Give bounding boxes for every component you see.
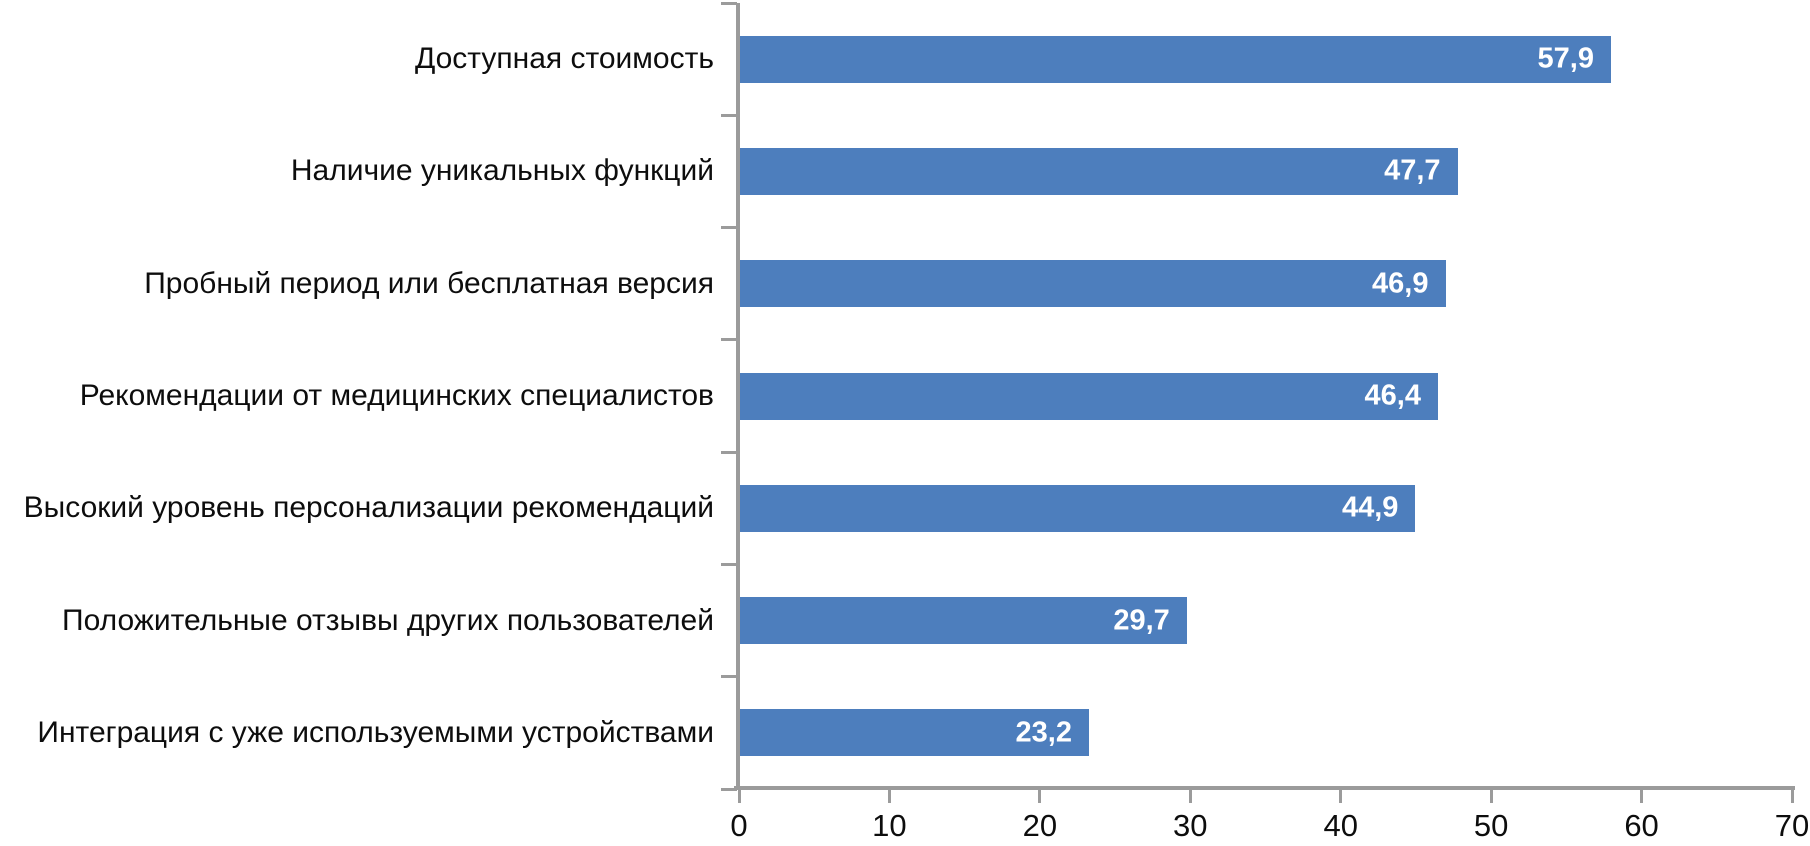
x-axis-tick [1188,790,1192,803]
category-label: Рекомендации от медицинских специалистов [79,378,714,412]
x-axis-tick [1339,790,1343,803]
bar: 47,7 [740,147,1458,195]
bar-value-label: 46,9 [1372,267,1429,300]
y-axis-tick [721,113,737,117]
x-axis-tick [1489,790,1493,803]
x-axis-tick [737,790,741,803]
bar-value-label: 47,7 [1384,154,1441,187]
y-axis-tick [721,787,737,791]
category-label: Высокий уровень персонализации рекоменда… [23,491,714,525]
x-axis-tick-label: 30 [1173,808,1208,843]
x-axis-tick-label: 10 [872,808,907,843]
bar-value-label: 44,9 [1341,491,1399,524]
x-axis-tick [1790,790,1794,803]
y-axis-tick [721,226,737,230]
x-axis-tick-label: 40 [1323,808,1358,843]
x-axis-tick [887,790,891,803]
bar-value-label: 23,2 [1015,716,1072,749]
x-axis-tick-label: 20 [1022,808,1058,843]
x-axis-tick-label: 60 [1624,808,1659,843]
x-axis-tick [1640,790,1644,803]
bar-value-label: 29,7 [1113,604,1170,637]
y-axis-tick [721,1,737,5]
x-axis-line [734,786,1795,790]
x-axis-tick-label: 0 [730,808,748,843]
category-label: Интеграция с уже используемыми устройств… [37,715,714,749]
category-label: Положительные отзывы других пользователе… [62,603,714,637]
bar-value-label: 46,4 [1364,379,1421,412]
bar: 23,2 [740,709,1089,757]
bar: 44,9 [740,484,1416,532]
x-axis-tick [1038,790,1042,803]
category-label: Наличие уникальных функций [290,154,714,188]
y-axis-tick [721,675,737,679]
bar: 57,9 [740,35,1611,83]
y-axis-line [736,3,740,789]
x-axis-tick-label: 70 [1774,808,1810,843]
bar: 46,9 [740,260,1446,308]
bar-value-label: 57,9 [1537,42,1594,75]
y-axis-tick [721,562,737,566]
y-axis-tick [721,338,737,342]
y-axis-tick [721,450,737,454]
category-label: Пробный период или бесплатная версия [144,266,714,300]
bar: 46,4 [740,372,1438,420]
x-axis-tick-label: 50 [1473,808,1509,843]
category-label: Доступная стоимость [414,42,714,76]
bar: 29,7 [740,597,1187,645]
